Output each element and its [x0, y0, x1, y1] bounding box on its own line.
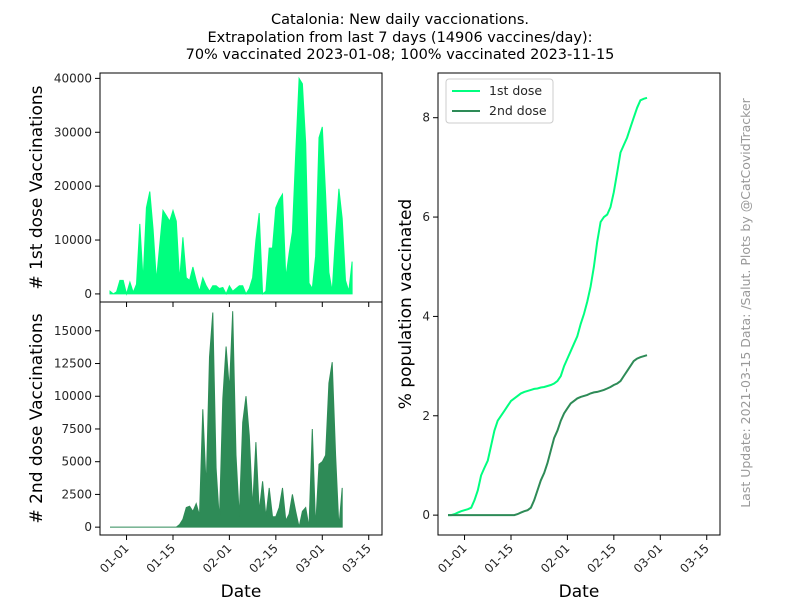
x-tick-label: 02-01: [538, 541, 573, 576]
figure-title: Catalonia: New daily vaccionations. Extr…: [186, 12, 615, 63]
x-axis-label: Date: [221, 582, 262, 600]
x-tick-label: 02-01: [200, 541, 235, 576]
y-tick-label: 0: [84, 520, 92, 534]
side-note: Last Update: 2021-03-15 Data: /Salut. Pl…: [738, 97, 753, 507]
x-tick-label: 01-01: [97, 541, 132, 576]
y-tick-label: 7500: [61, 422, 92, 436]
x-tick-label: 01-15: [482, 541, 517, 576]
second-dose-panel: 0 2500 5000 7500 10000 12500 15000 01-01 01-15 02…: [27, 301, 383, 600]
y-tick-label: 2: [422, 409, 430, 423]
y-tick-label: 8: [422, 111, 430, 125]
y-tick-label: 20000: [54, 179, 92, 193]
plot-frame: [99, 301, 383, 536]
y-tick-label: 0: [84, 287, 92, 301]
title-line-1: Catalonia: New daily vaccionations.: [271, 12, 529, 28]
y-tick-label: 2500: [61, 487, 92, 501]
first-dose-panel: 0 10000 20000 30000 40000 # 1st dose Vaccinat…: [27, 71, 383, 307]
x-tick-label: 03-01: [293, 541, 328, 576]
y-tick-label: 0: [422, 508, 430, 522]
y-axis-label: # 1st dose Vaccinations: [27, 85, 47, 289]
y-tick-label: 12500: [54, 357, 92, 371]
y-tick-label: 5000: [61, 455, 92, 469]
cumulative-panel: 0 2 4 6 8 01-01 01-15 02-01 02-15 03-01 03-15 % pop…: [396, 72, 721, 600]
y-tick-label: 15000: [54, 324, 92, 338]
second-dose-daily-area: [110, 311, 343, 528]
legend-label: 1st dose: [489, 83, 542, 98]
legend: 1st dose 2nd dose: [445, 78, 554, 124]
x-tick-label: 03-15: [677, 541, 712, 576]
y-tick-label: 30000: [54, 125, 92, 139]
x-tick-label: 02-15: [246, 541, 281, 576]
title-line-2: Extrapolation from last 7 days (14906 va…: [207, 30, 592, 46]
legend-label: 2nd dose: [489, 103, 547, 118]
title-line-3: 70% vaccinated 2023-01-08; 100% vaccinat…: [186, 47, 615, 63]
x-tick-label: 03-01: [631, 541, 666, 576]
y-axis-label: % population vaccinated: [396, 199, 416, 409]
x-tick-label: 03-15: [339, 541, 374, 576]
x-tick-label: 01-15: [144, 541, 179, 576]
series-line-second-dose: [448, 354, 648, 517]
series-line-first-dose: [448, 96, 648, 517]
y-tick-label: 4: [422, 309, 430, 323]
y-tick-label: 10000: [54, 233, 92, 247]
x-tick-label: 02-15: [584, 541, 619, 576]
y-tick-label: 10000: [54, 389, 92, 403]
x-tick-label: 01-01: [435, 541, 470, 576]
y-tick-label: 6: [422, 210, 430, 224]
y-axis-label: # 2nd dose Vaccinations: [27, 313, 47, 523]
y-tick-label: 40000: [54, 71, 92, 85]
first-dose-daily-area: [109, 76, 353, 296]
x-axis-label: Date: [559, 582, 600, 600]
plot-frame: [437, 72, 721, 536]
